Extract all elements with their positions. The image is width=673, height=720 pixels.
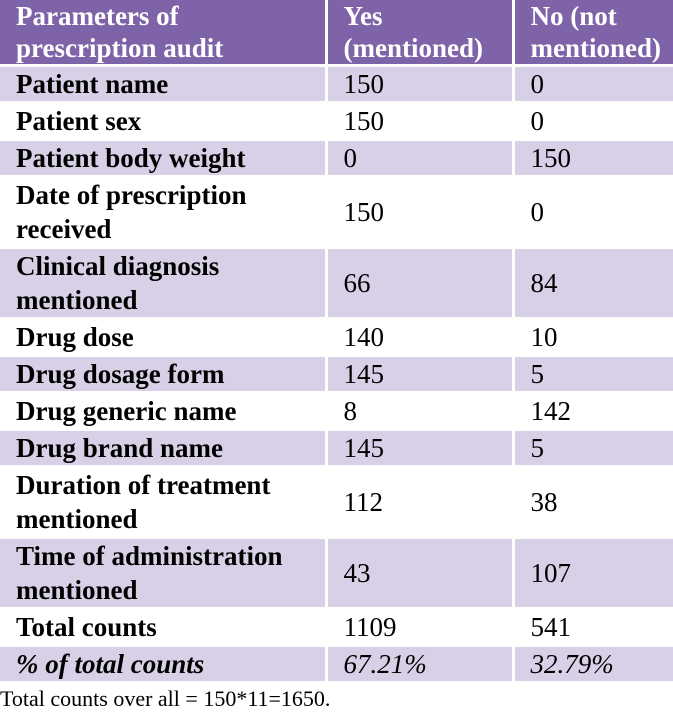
row-parameter: Patient body weight (0, 139, 328, 178)
row-parameter: Date of prescription received (0, 176, 328, 249)
row-yes-value: 112 (326, 466, 515, 539)
row-parameter: % of total counts (0, 645, 328, 684)
row-no-value: 38 (513, 466, 673, 539)
row-yes-value: 150 (326, 102, 515, 141)
prescription-audit-table: Parameters of prescription audit Yes (me… (0, 0, 673, 684)
row-no-value: 150 (513, 139, 673, 178)
header-yes: Yes (mentioned) (326, 0, 515, 67)
table-row: Drug brand name 145 5 (0, 429, 673, 468)
table-row-percent: % of total counts 67.21% 32.79% (0, 645, 673, 684)
row-yes-value: 150 (326, 65, 515, 104)
row-no-value: 0 (513, 65, 673, 104)
row-parameter: Total counts (0, 608, 328, 647)
row-yes-value: 145 (326, 355, 515, 394)
row-parameter: Drug dose (0, 318, 328, 357)
row-parameter: Patient sex (0, 102, 328, 141)
table-row: Patient sex 150 0 (0, 102, 673, 141)
table-row: Drug dosage form 145 5 (0, 355, 673, 394)
table-row: Patient name 150 0 (0, 65, 673, 104)
row-yes-value: 0 (326, 139, 515, 178)
row-yes-value: 145 (326, 429, 515, 468)
row-no-value: 10 (513, 318, 673, 357)
table-row-total: Total counts 1109 541 (0, 608, 673, 647)
table-row: Duration of treatment mentioned 112 38 (0, 466, 673, 539)
row-no-value: 0 (513, 176, 673, 249)
row-yes-value: 1109 (326, 608, 515, 647)
row-yes-value: 66 (326, 247, 515, 320)
row-yes-value: 140 (326, 318, 515, 357)
row-parameter: Drug generic name (0, 392, 328, 431)
row-yes-value: 43 (326, 537, 515, 610)
row-parameter: Duration of treatment mentioned (0, 466, 328, 539)
row-parameter: Patient name (0, 65, 328, 104)
table-row: Patient body weight 0 150 (0, 139, 673, 178)
header-parameters: Parameters of prescription audit (0, 0, 328, 67)
table-footnote: Total counts over all = 150*11=1650. (0, 686, 331, 711)
row-parameter: Time of administration mentioned (0, 537, 328, 610)
row-no-value: 32.79% (513, 645, 673, 684)
row-yes-value: 150 (326, 176, 515, 249)
row-parameter: Drug brand name (0, 429, 328, 468)
table-row: Date of prescription received 150 0 (0, 176, 673, 249)
row-no-value: 5 (513, 429, 673, 468)
row-no-value: 5 (513, 355, 673, 394)
row-parameter: Clinical diagnosis mentioned (0, 247, 328, 320)
row-no-value: 541 (513, 608, 673, 647)
row-yes-value: 8 (326, 392, 515, 431)
row-no-value: 142 (513, 392, 673, 431)
row-parameter: Drug dosage form (0, 355, 328, 394)
table-header-row: Parameters of prescription audit Yes (me… (0, 0, 673, 67)
table-row: Drug generic name 8 142 (0, 392, 673, 431)
table-row: Clinical diagnosis mentioned 66 84 (0, 247, 673, 320)
row-yes-value: 67.21% (326, 645, 515, 684)
row-no-value: 84 (513, 247, 673, 320)
table-row: Time of administration mentioned 43 107 (0, 537, 673, 610)
row-no-value: 107 (513, 537, 673, 610)
header-no: No (not mentioned) (513, 0, 673, 67)
table-row: Drug dose 140 10 (0, 318, 673, 357)
row-no-value: 0 (513, 102, 673, 141)
